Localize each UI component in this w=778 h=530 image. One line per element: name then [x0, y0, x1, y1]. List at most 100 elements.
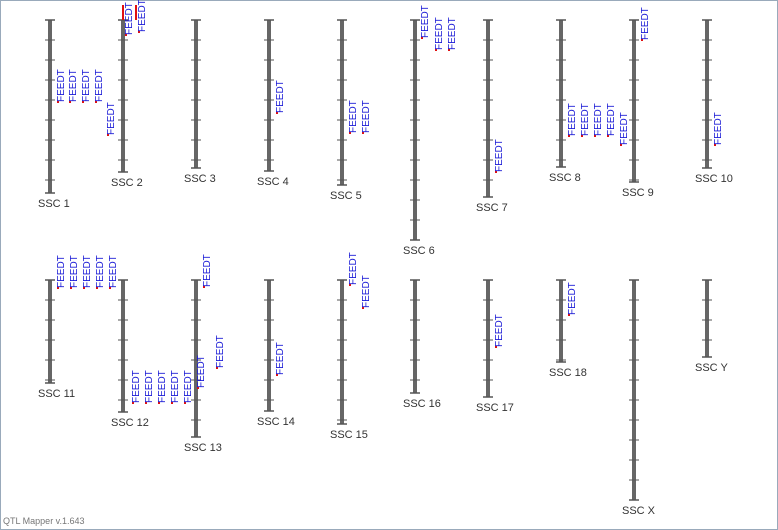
qtl-label: FEEDT [215, 335, 226, 368]
qtl-marker [125, 34, 127, 36]
qtl-marker [421, 37, 423, 39]
qtl-marker [70, 287, 72, 289]
qtl-marker [184, 402, 186, 404]
chromosome [632, 20, 636, 182]
qtl-label: FEEDT [202, 254, 213, 287]
qtl-marker [138, 31, 140, 33]
qtl-label: FEEDT [348, 100, 359, 133]
chromosome-label: SSC 12 [111, 417, 149, 429]
chromosome-label: SSC 8 [549, 172, 581, 184]
qtl-marker [69, 101, 71, 103]
chromosome [340, 280, 344, 424]
chromosome-label: SSC 14 [257, 416, 295, 428]
qtl-label: FEEDT [144, 370, 155, 403]
chromosome-label: SSC 1 [38, 198, 70, 210]
qtl-marker [83, 287, 85, 289]
qtl-label: FEEDT [494, 139, 505, 172]
qtl-marker [362, 132, 364, 134]
qtl-marker [714, 144, 716, 146]
chromosome [486, 280, 490, 397]
chromosome [340, 20, 344, 185]
qtl-marker [57, 101, 59, 103]
qtl-marker [495, 346, 497, 348]
qtl-marker [145, 402, 147, 404]
chromosome [194, 280, 198, 437]
qtl-label: FEEDT [137, 0, 148, 32]
qtl-label: FEEDT [494, 314, 505, 347]
qtl-label: FEEDT [361, 275, 372, 308]
chromosome-label: SSC 7 [476, 202, 508, 214]
qtl-label: FEEDT [170, 370, 181, 403]
qtl-marker [96, 287, 98, 289]
qtl-marker [203, 286, 205, 288]
qtl-label: FEEDT [196, 355, 207, 388]
qtl-marker [435, 49, 437, 51]
chromosome [413, 20, 417, 240]
qtl-marker [641, 39, 643, 41]
qtl-marker [581, 135, 583, 137]
qtl-label: FEEDT [434, 17, 445, 50]
qtl-marker [607, 135, 609, 137]
qtl-marker [107, 134, 109, 136]
qtl-marker [620, 144, 622, 146]
qtl-marker [349, 284, 351, 286]
chromosome [559, 20, 563, 167]
chromosome [632, 280, 636, 500]
chromosome-label: SSC Y [695, 362, 728, 374]
qtl-label: FEEDT [713, 112, 724, 145]
chromosome [413, 280, 417, 393]
qtl-marker [57, 287, 59, 289]
chromosome [121, 20, 125, 172]
qtl-label: FEEDT [640, 7, 651, 40]
qtl-label: FEEDT [593, 103, 604, 136]
qtl-marker [276, 112, 278, 114]
qtl-marker [495, 171, 497, 173]
chromosome [121, 280, 125, 412]
qtl-marker [216, 367, 218, 369]
qtl-label: FEEDT [56, 69, 67, 102]
chromosome-label: SSC 9 [622, 187, 654, 199]
qtl-label: FEEDT [94, 69, 105, 102]
chromosome-label: SSC 10 [695, 173, 733, 185]
qtl-marker [362, 307, 364, 309]
qtl-marker [109, 287, 111, 289]
chromosome [559, 280, 563, 362]
chromosome-label: SSC 4 [257, 176, 289, 188]
qtl-label: FEEDT [567, 282, 578, 315]
qtl-label: FEEDT [56, 255, 67, 288]
chromosome-label: SSC 11 [38, 388, 75, 400]
qtl-marker [276, 374, 278, 376]
chromosome-label: SSC 18 [549, 367, 587, 379]
qtl-marker [197, 387, 199, 389]
qtl-marker [594, 135, 596, 137]
qtl-label: FEEDT [580, 103, 591, 136]
qtl-marker [349, 132, 351, 134]
qtl-marker [171, 402, 173, 404]
chromosome [194, 20, 198, 168]
chromosome [705, 20, 709, 168]
qtl-label: FEEDT [361, 100, 372, 133]
qtl-label: FEEDT [567, 103, 578, 136]
qtl-label: FEEDT [275, 80, 286, 113]
chromosome [267, 20, 271, 171]
qtl-label: FEEDT [447, 17, 458, 50]
qtl-label: FEEDT [606, 103, 617, 136]
qtl-label: FEEDT [106, 102, 117, 135]
qtl-label: FEEDT [619, 112, 630, 145]
chromosome [48, 20, 52, 193]
qtl-marker [568, 135, 570, 137]
chromosome-label: SSC 16 [403, 398, 441, 410]
qtl-label: FEEDT [157, 370, 168, 403]
qtl-label: FEEDT [82, 255, 93, 288]
chromosome [267, 280, 271, 411]
chromosome-label: SSC 6 [403, 245, 435, 257]
qtl-marker [95, 101, 97, 103]
qtl-marker [132, 402, 134, 404]
footer: QTL Mapper v.1.643 [3, 516, 85, 526]
qtl-label: FEEDT [131, 370, 142, 403]
chromosome [48, 280, 52, 383]
qtl-label: FEEDT [95, 255, 106, 288]
chromosome-label: SSC 17 [476, 402, 514, 414]
